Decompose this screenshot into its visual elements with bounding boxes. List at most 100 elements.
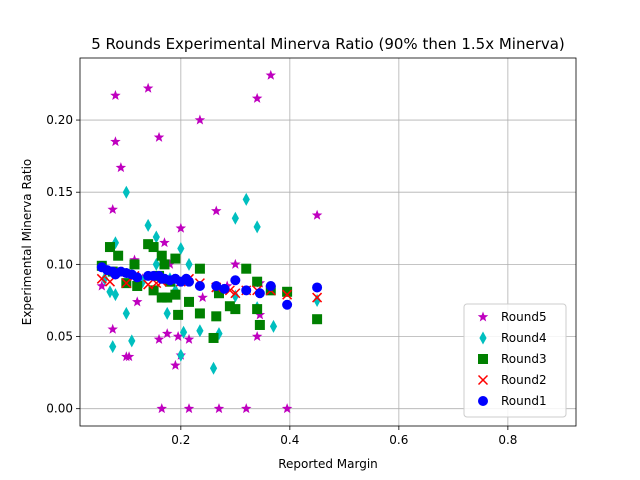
data-point: [132, 281, 143, 292]
x-tick-label: 0.8: [498, 433, 517, 447]
data-point: [241, 285, 252, 296]
data-point: [230, 288, 241, 299]
data-point: [104, 242, 115, 253]
data-point: [107, 204, 118, 214]
data-point: [156, 292, 167, 303]
data-point: [177, 348, 185, 362]
data-point: [211, 281, 222, 292]
data-point: [194, 263, 205, 274]
legend: Round5 Round4 Round3 Round2 Round1: [463, 303, 567, 418]
data-point: [173, 309, 184, 320]
data-point: [129, 259, 140, 270]
data-point: [132, 272, 143, 283]
data-point: [152, 257, 160, 271]
data-point: [312, 282, 323, 293]
legend-label: Round5: [501, 310, 547, 324]
y-tick-label: 0.00: [46, 402, 73, 416]
legend-marker: [478, 396, 488, 406]
legend-item: Round4: [479, 331, 547, 345]
data-point: [170, 359, 181, 370]
plot-frame: [79, 57, 577, 427]
data-point: [123, 351, 135, 362]
data-point: [152, 230, 160, 244]
data-point: [100, 272, 109, 286]
data-point: [231, 211, 239, 225]
data-point: [251, 331, 263, 341]
data-point: [115, 162, 127, 173]
data-point: [164, 258, 176, 269]
data-point: [161, 328, 173, 339]
x-tick-label: 0.6: [389, 433, 408, 447]
series-round1: [96, 262, 323, 310]
y-tick-label: 0.05: [46, 330, 73, 344]
data-point: [219, 283, 230, 294]
data-point: [196, 324, 204, 338]
data-point: [183, 403, 195, 414]
data-point: [96, 273, 107, 284]
data-point: [241, 263, 252, 274]
data-point: [230, 304, 241, 315]
data-point: [170, 253, 181, 264]
data-point: [282, 289, 293, 300]
data-point: [312, 314, 323, 325]
data-point: [111, 288, 120, 302]
axis-ticks: 0.2 0.4 0.6 0.8 0.00 0.05 0.10 0.15 0.20: [46, 113, 517, 447]
data-point: [159, 237, 170, 248]
data-point: [153, 333, 165, 344]
y-axis-label: Experimental Minerva Ratio: [20, 159, 34, 326]
data-point: [282, 286, 293, 297]
data-point: [269, 319, 278, 333]
data-point: [110, 90, 121, 100]
data-point: [311, 209, 323, 220]
legend-item: Round3: [478, 352, 547, 366]
data-point: [106, 285, 114, 299]
data-point: [163, 306, 171, 320]
data-point: [172, 331, 184, 341]
data-point: [96, 280, 108, 291]
data-point: [282, 299, 293, 310]
data-point: [143, 239, 154, 250]
legend-item: Round5: [477, 310, 547, 324]
data-point: [111, 236, 120, 250]
data-point: [251, 92, 263, 103]
data-point: [194, 308, 205, 319]
data-point: [211, 205, 222, 216]
data-point: [148, 285, 159, 296]
legend-marker: [479, 331, 487, 345]
x-tick-label: 0.2: [171, 433, 190, 447]
data-point: [194, 114, 206, 125]
data-point: [241, 403, 252, 414]
data-point: [254, 319, 265, 330]
data-point: [209, 361, 218, 375]
legend-item: Round2: [477, 373, 547, 387]
data-point: [128, 334, 136, 348]
data-point: [156, 250, 167, 261]
data-point: [281, 403, 293, 414]
data-point: [122, 185, 130, 199]
data-point: [252, 276, 263, 287]
data-point: [159, 259, 170, 270]
y-tick-label: 0.15: [46, 185, 73, 199]
x-tick-label: 0.4: [280, 433, 299, 447]
data-point: [121, 278, 132, 289]
data-point: [230, 258, 241, 269]
data-point: [153, 131, 165, 142]
data-point: [211, 311, 222, 322]
legend-marker: [477, 374, 489, 386]
legend-label: Round2: [501, 373, 547, 387]
legend-marker: [478, 354, 488, 364]
legend-box: [463, 303, 567, 418]
data-point: [122, 306, 130, 320]
legend-item: Round1: [478, 394, 547, 408]
x-axis-label: Reported Margin: [278, 457, 378, 471]
data-point: [313, 293, 321, 307]
data-point: [194, 281, 205, 292]
data-point: [213, 288, 224, 299]
data-point: [143, 279, 154, 290]
data-point: [254, 288, 265, 299]
data-point: [162, 292, 173, 303]
data-point: [184, 296, 195, 307]
data-point: [132, 296, 143, 307]
data-point: [231, 289, 239, 303]
